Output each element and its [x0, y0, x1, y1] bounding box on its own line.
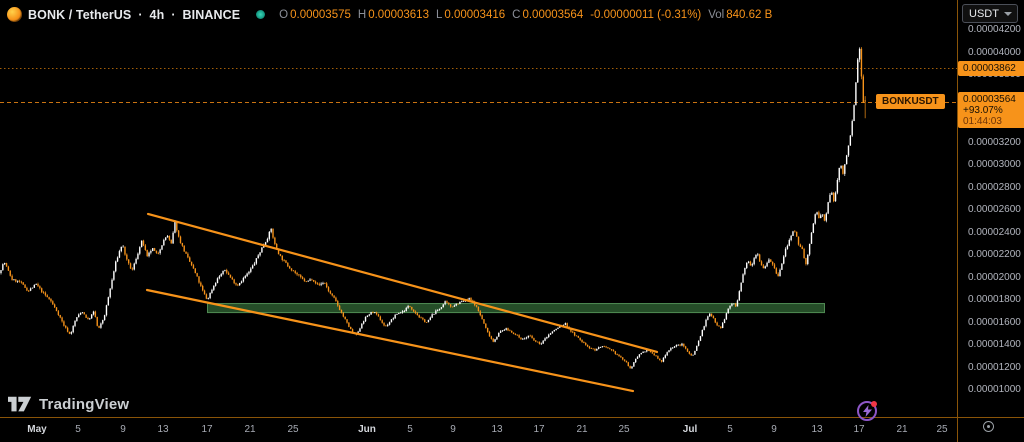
bonk-coin-icon [7, 7, 22, 22]
change-percent-value: +93.07% [963, 104, 1003, 116]
low-value: 0.00003416 [444, 8, 506, 21]
currency-label: USDT [969, 7, 999, 20]
open-label: O [279, 8, 289, 21]
time-tick-label: 5 [727, 424, 733, 435]
tradingview-logo[interactable]: TradingView [8, 396, 129, 413]
volume-label: Vol [708, 8, 725, 21]
time-tick-label: May [27, 424, 47, 435]
price-tick-label: 0.00001200 [968, 361, 1021, 373]
time-tick-label: 13 [157, 424, 169, 435]
time-tick-label: 13 [811, 424, 823, 435]
time-tick-label: 21 [896, 424, 908, 435]
price-tick-label: 0.00001600 [968, 316, 1021, 328]
time-tick-label: Jun [358, 424, 376, 435]
price-tick-label: 0.00001800 [968, 294, 1021, 305]
title-separator: · [171, 7, 176, 22]
price-tick-label: 0.00004200 [968, 24, 1021, 36]
time-tick-label: 9 [771, 424, 777, 435]
tradingview-logo-mark [8, 396, 32, 412]
interval-label[interactable]: 4h [149, 7, 165, 22]
price-tick-label: 0.00002800 [968, 181, 1021, 193]
time-tick-label: 25 [287, 424, 299, 435]
currency-toggle-button[interactable]: USDT [962, 4, 1018, 23]
price-tick-label: 0.00003200 [968, 136, 1021, 148]
lightning-trade-icon[interactable] [857, 401, 877, 421]
low-label: L [435, 8, 443, 21]
time-axis[interactable]: May 5 9 13 17 21 25 Jun 5 9 13 17 21 25 Jul 5 9 13 17 21 25 [0, 417, 1024, 442]
price-tick-label: 0.00002200 [968, 249, 1021, 260]
price-line-symbol-label[interactable]: BONKUSDT [876, 94, 945, 110]
time-tick-label: 21 [244, 424, 256, 435]
alert-price-badge[interactable]: 0.00003862 [958, 61, 1024, 77]
high-value: 0.00003613 [368, 8, 429, 21]
volume-value: 840.62 B [726, 8, 773, 21]
open-value: 0.00003575 [290, 8, 351, 21]
price-tick-label: 0.00002000 [968, 271, 1021, 283]
bar-countdown: 01:44:03 [963, 115, 1002, 127]
price-tick-label: 0.00001400 [968, 339, 1021, 350]
lightning-bolt-glyph [862, 405, 872, 417]
time-tick-label: 17 [201, 424, 213, 435]
time-tick-label: 25 [618, 424, 630, 435]
change-value: -0.00000011 (-0.31%) [590, 8, 702, 21]
exchange-label[interactable]: BINANCE [182, 7, 241, 22]
close-label: C [512, 8, 521, 21]
time-tick-label: Jul [682, 424, 698, 435]
time-tick-label: 17 [533, 424, 545, 435]
market-status-icon[interactable] [256, 10, 266, 19]
time-tick-label: 21 [576, 424, 588, 435]
price-tick-label: 0.00001000 [968, 384, 1021, 395]
time-tick-label: 9 [120, 424, 126, 435]
title-separator: · [138, 7, 143, 22]
time-tick-label: 5 [75, 424, 81, 435]
chart-header: BONK / TetherUS · 4h · BINANCE O 0.000035… [7, 7, 772, 22]
price-tick-label: 0.00002400 [968, 226, 1021, 238]
price-tick-label: 0.00002600 [968, 204, 1021, 216]
time-tick-label: 9 [450, 424, 456, 435]
chevron-down-icon [1004, 11, 1012, 16]
price-tick-label: 0.00003000 [968, 159, 1021, 171]
time-tick-label: 25 [936, 424, 948, 435]
current-price-value: 0.00003564 [963, 93, 1016, 105]
tradingview-logo-text: TradingView [39, 396, 130, 413]
high-label: H [357, 8, 367, 21]
close-value: 0.00003564 [522, 8, 584, 21]
notification-dot [871, 401, 877, 407]
time-tick-label: 5 [407, 424, 413, 435]
time-tick-label: 17 [853, 424, 865, 435]
axis-settings-gear-icon[interactable] [983, 421, 994, 432]
time-tick-label: 13 [491, 424, 503, 435]
current-price-badge[interactable]: 0.00003564 +93.07% 01:44:03 [958, 91, 1024, 128]
price-tick-label: 0.00004000 [968, 46, 1021, 58]
symbol-title[interactable]: BONK / TetherUS [28, 7, 132, 22]
ohlc-readout: O 0.00003575 H 0.00003613 L 0.00003416 C 0.0… [279, 9, 772, 21]
